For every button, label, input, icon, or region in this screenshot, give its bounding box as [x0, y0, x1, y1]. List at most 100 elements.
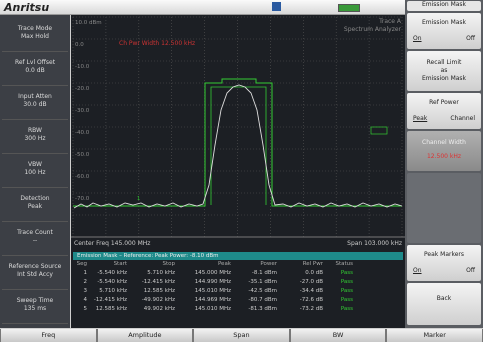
cell: 145.010 MHz: [194, 288, 231, 294]
cell: Seg: [76, 261, 87, 267]
y-label: -20.0: [75, 86, 90, 92]
cell: Pass: [340, 288, 353, 294]
recall-button[interactable]: Recall Limit as Emission Mask: [407, 51, 481, 91]
cell: Pass: [340, 270, 353, 276]
setting: Trace Count --: [2, 225, 68, 256]
cell: Peak: [217, 261, 231, 267]
tab[interactable]: Freq: [1, 329, 96, 342]
y-label: 10.0 dBm: [75, 20, 102, 26]
left-panel: Trace Mode Max Hold Ref Lvl Offset 0.0 dB In…: [0, 15, 70, 328]
trace: [73, 84, 403, 209]
emission-mask-button[interactable]: Emission Mask On Off: [407, 13, 481, 49]
setting: Sweep Time 135 ms: [2, 293, 68, 324]
mode-label: Spectrum Analyzer: [344, 26, 402, 33]
back-button[interactable]: Back: [407, 283, 481, 325]
cell: 5.710 kHz: [147, 270, 175, 276]
button-label: Recall Limit: [426, 59, 462, 66]
cell: 1: [83, 270, 88, 276]
y-label: -40.0: [75, 130, 90, 136]
menu-title: Emission Mask: [407, 1, 481, 11]
setting-label: Trace Mode: [17, 25, 53, 32]
button-label: Emission Mask: [421, 19, 467, 26]
y-label: -30.0: [75, 108, 90, 114]
table-row: 2 -5.540 kHz -12.415 kHz 144.990 MHz -35.1 d…: [73, 278, 403, 287]
button-label: Ref Power: [429, 99, 459, 106]
setting-value: Int Std Accy: [17, 271, 53, 278]
peak-markers-button[interactable]: Peak Markers On Off: [407, 245, 481, 281]
limit-box: [370, 126, 388, 135]
peak-option: Peak: [413, 115, 428, 122]
battery-icon: [338, 4, 360, 12]
y-label: 0.0: [75, 42, 84, 48]
tab[interactable]: Marker: [387, 329, 482, 342]
button-label: Back: [436, 295, 452, 302]
y-label: -60.0: [75, 174, 90, 180]
cell: -12.415 kHz: [141, 279, 175, 285]
setting: Input Atten 30.0 dB: [2, 89, 68, 120]
cell: -49.902 kHz: [141, 297, 175, 303]
cell: -5.540 kHz: [97, 270, 127, 276]
button-label: Peak Markers: [423, 251, 465, 258]
setting-value: 100 Hz: [24, 169, 46, 176]
tab-bar: Freq Amplitude Span BW Marker: [0, 329, 483, 342]
cell: 4: [83, 297, 88, 303]
cell: 49.902 kHz: [143, 306, 175, 312]
y-label: -10.0: [75, 64, 90, 70]
mask: [73, 78, 402, 207]
cell: -73.2 dB: [299, 306, 323, 312]
button-value: 12.500 kHz: [426, 153, 462, 160]
channel-width-button[interactable]: Channel Width 12.500 kHz: [407, 131, 481, 171]
top-bar: Anritsu: [0, 0, 405, 15]
tab[interactable]: Amplitude: [97, 329, 193, 342]
tab[interactable]: BW: [290, 329, 386, 342]
setting-label: Detection: [20, 195, 50, 202]
cell: Pass: [340, 297, 353, 303]
cell: -72.6 dB: [299, 297, 323, 303]
cell: -27.0 dB: [299, 279, 323, 285]
cell: -12.415 kHz: [93, 297, 127, 303]
cell: -34.4 dB: [299, 288, 323, 294]
table-title: Emission Mask – Reference: Peak Power: -…: [73, 252, 403, 260]
span: Span 103.000 kHz: [347, 240, 402, 247]
cell: 145.010 MHz: [194, 306, 231, 312]
table-row: 1 -5.540 kHz 5.710 kHz 145.000 MHz -8.1 dBm 0…: [73, 269, 403, 278]
cell: Status: [335, 261, 353, 267]
setting: VBW 100 Hz: [2, 157, 68, 188]
logo: Anritsu: [4, 1, 50, 14]
table-row: 3 5.710 kHz 12.585 kHz 145.010 MHz -42.5 dBm…: [73, 287, 403, 296]
cell: 144.990 MHz: [194, 279, 231, 285]
setting-label: Reference Source: [8, 263, 62, 270]
cell: Pass: [340, 279, 353, 285]
cell: Stop: [162, 261, 175, 267]
cell: -42.5 dBm: [248, 288, 277, 294]
off-option: Off: [466, 267, 475, 274]
y-label: -50.0: [75, 152, 90, 158]
setting-value: Peak: [27, 203, 43, 210]
setting-label: Input Atten: [18, 93, 52, 100]
setting: Ref Lvl Offset 0.0 dB: [2, 55, 68, 86]
table-row: 4 -12.415 kHz -49.902 kHz 144.969 MHz -80.7 …: [73, 296, 403, 305]
setting-label: Trace Count: [17, 229, 53, 236]
setting-label: Ref Lvl Offset: [14, 59, 56, 66]
cell: Rel Pwr: [302, 261, 323, 267]
ref-power-button[interactable]: Ref Power Peak Channel: [407, 93, 481, 129]
cell: -5.540 kHz: [97, 279, 127, 285]
setting-label: Sweep Time: [16, 297, 54, 304]
cell: -8.1 dBm: [251, 270, 277, 276]
cell: -80.7 dBm: [248, 297, 277, 303]
button-label: Emission Mask: [421, 75, 467, 82]
button-label: as: [440, 67, 448, 74]
cell: 5: [83, 306, 88, 312]
cell: 145.000 MHz: [194, 270, 231, 276]
button-label: Channel Width: [422, 139, 466, 146]
annotation: Ch Pwr Width 12.500 kHz: [119, 40, 195, 47]
channel-option: Channel: [450, 115, 475, 122]
spectrum-plot: Trace A Spectrum Analyzer Ch Pwr Width 1…: [71, 16, 405, 247]
cell: 12.585 kHz: [143, 288, 175, 294]
setting-value: --: [32, 237, 38, 244]
cell: Power: [260, 261, 277, 267]
right-panel: Emission Mask Emission Mask On Off Recall…: [405, 0, 483, 328]
tab[interactable]: Span: [194, 329, 289, 342]
y-label: -70.0: [75, 196, 90, 202]
off-option: Off: [466, 35, 475, 42]
